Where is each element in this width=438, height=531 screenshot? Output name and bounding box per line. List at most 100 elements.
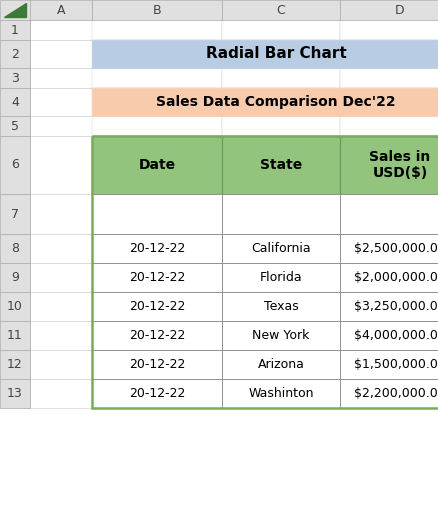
Text: Sales in
USD($): Sales in USD($) <box>369 150 431 180</box>
Bar <box>222 292 340 321</box>
Bar <box>92 136 438 408</box>
Bar <box>92 40 222 68</box>
Text: 7: 7 <box>11 208 19 220</box>
Bar <box>340 40 438 68</box>
Text: 11: 11 <box>7 329 23 342</box>
Text: 3: 3 <box>11 72 19 84</box>
Bar <box>92 40 438 68</box>
Bar <box>92 263 222 292</box>
Bar <box>340 20 438 40</box>
Text: 5: 5 <box>11 119 19 133</box>
Bar <box>340 263 438 292</box>
Bar <box>92 263 222 292</box>
Text: Florida: Florida <box>260 271 302 284</box>
Bar <box>30 321 92 350</box>
Text: 20-12-22: 20-12-22 <box>129 271 185 284</box>
Text: $4,000,000.00: $4,000,000.00 <box>354 329 438 342</box>
Bar <box>0 292 30 321</box>
Text: State: State <box>260 158 302 172</box>
Bar <box>92 20 222 40</box>
Bar <box>30 292 92 321</box>
Bar <box>30 350 92 379</box>
Bar <box>222 350 340 379</box>
Bar <box>340 88 438 116</box>
Text: 13: 13 <box>7 387 23 400</box>
Text: 4: 4 <box>11 96 19 108</box>
Bar <box>30 20 92 40</box>
Text: D: D <box>395 4 405 16</box>
Bar <box>0 116 30 136</box>
Bar <box>92 116 222 136</box>
Bar <box>222 88 340 116</box>
Text: 6: 6 <box>11 158 19 172</box>
Bar <box>92 379 222 408</box>
Bar <box>340 194 438 234</box>
Text: California: California <box>251 242 311 255</box>
Bar <box>222 263 340 292</box>
Bar <box>222 136 340 194</box>
Text: $2,200,000.00: $2,200,000.00 <box>354 387 438 400</box>
Bar <box>222 40 340 68</box>
Bar <box>222 234 340 263</box>
Bar <box>30 136 92 194</box>
Bar <box>340 321 438 350</box>
Text: $2,000,000.00: $2,000,000.00 <box>354 271 438 284</box>
Text: $2,500,000.00: $2,500,000.00 <box>354 242 438 255</box>
Bar <box>340 0 438 20</box>
Bar <box>340 379 438 408</box>
Bar <box>222 194 340 234</box>
Bar <box>92 350 222 379</box>
Bar <box>340 263 438 292</box>
Bar <box>30 116 92 136</box>
Bar <box>30 194 92 234</box>
Bar <box>340 234 438 263</box>
Text: B: B <box>153 4 161 16</box>
Bar <box>30 0 92 20</box>
Bar <box>222 234 340 263</box>
Bar <box>0 321 30 350</box>
Bar <box>340 350 438 379</box>
Bar <box>0 68 30 88</box>
Bar <box>340 379 438 408</box>
Bar <box>92 321 222 350</box>
Text: 20-12-22: 20-12-22 <box>129 300 185 313</box>
Bar <box>0 20 30 40</box>
Text: 2: 2 <box>11 47 19 61</box>
Text: Radial Bar Chart: Radial Bar Chart <box>205 47 346 62</box>
Bar <box>0 234 30 263</box>
Bar <box>222 292 340 321</box>
Bar <box>0 379 30 408</box>
Bar <box>222 116 340 136</box>
Text: C: C <box>277 4 286 16</box>
Text: 9: 9 <box>11 271 19 284</box>
Bar <box>340 116 438 136</box>
Text: 8: 8 <box>11 242 19 255</box>
Text: Texas: Texas <box>264 300 298 313</box>
Bar <box>222 263 340 292</box>
Text: 1: 1 <box>11 23 19 37</box>
Text: 20-12-22: 20-12-22 <box>129 358 185 371</box>
Bar <box>92 379 222 408</box>
Bar <box>0 88 30 116</box>
Text: 20-12-22: 20-12-22 <box>129 242 185 255</box>
Bar <box>340 350 438 379</box>
Text: A: A <box>57 4 65 16</box>
Bar <box>222 350 340 379</box>
Bar <box>92 234 222 263</box>
Polygon shape <box>4 3 26 17</box>
Bar <box>30 68 92 88</box>
Bar <box>222 321 340 350</box>
Text: 12: 12 <box>7 358 23 371</box>
Bar <box>340 292 438 321</box>
Bar <box>222 136 340 194</box>
Bar <box>92 88 438 116</box>
Bar <box>222 20 340 40</box>
Bar <box>340 194 438 234</box>
Text: Washinton: Washinton <box>248 387 314 400</box>
Text: Date: Date <box>138 158 176 172</box>
Bar <box>30 234 92 263</box>
Bar <box>0 194 30 234</box>
Bar <box>340 234 438 263</box>
Bar <box>92 194 222 234</box>
Bar <box>340 321 438 350</box>
